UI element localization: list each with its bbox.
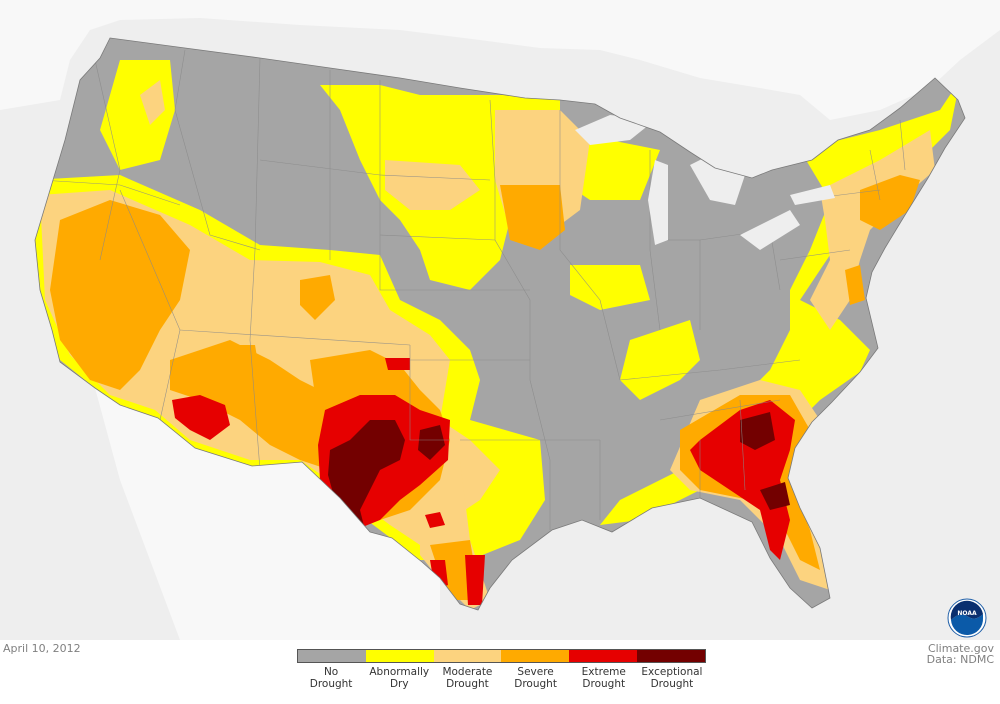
legend-label-line2: Drought: [309, 678, 353, 690]
legend-label-5: Exceptional Drought: [638, 666, 706, 690]
legend-label-line2: Dry: [389, 678, 409, 690]
legend-label-line1: Exceptional: [641, 666, 703, 678]
legend-label-line1: Extreme: [581, 666, 626, 678]
legend-label-3: Severe Drought: [502, 666, 570, 690]
legend-swatch-3: [501, 650, 570, 662]
legend-swatch-0: [298, 650, 366, 662]
legend-swatch-5: [637, 650, 705, 662]
legend-label-line2: Drought: [446, 678, 489, 690]
legend-label-line2: Drought: [582, 678, 626, 690]
legend: No Drought Abnormally Dry Moderate Drought Sev…: [297, 649, 706, 690]
noaa-logo: NOAA: [947, 598, 987, 638]
legend-label-line1: Moderate: [442, 666, 493, 678]
legend-label-line1: No: [323, 666, 339, 678]
mexico-land: [95, 388, 440, 640]
legend-label-line2: Drought: [514, 678, 557, 690]
legend-label-4: Extreme Drought: [570, 666, 638, 690]
drought-map-svg: [0, 0, 1000, 640]
legend-swatch-1: [365, 650, 434, 662]
legend-label-line1: Severe: [517, 666, 554, 678]
legend-bar: [297, 649, 706, 663]
legend-label-line2: Drought: [650, 678, 694, 690]
canada-land: [0, 0, 1000, 120]
credit-site: Climate.gov: [927, 642, 994, 655]
legend-label-0: No Drought: [297, 666, 365, 690]
legend-swatch-2: [433, 650, 502, 662]
noaa-logo-text: NOAA: [957, 610, 977, 617]
drought-map: [0, 0, 1000, 640]
great-lakes: [575, 115, 835, 250]
credit-data-source: Data: NDMC: [926, 653, 994, 666]
legend-label-2: Moderate Drought: [433, 666, 501, 690]
legend-label-line1: Abnormally: [369, 666, 430, 678]
legend-swatch-4: [569, 650, 638, 662]
legend-labels: No Drought Abnormally Dry Moderate Drought Sev…: [297, 666, 706, 690]
map-date: April 10, 2012: [3, 642, 81, 655]
exceptional-drought-areas: [328, 412, 790, 530]
legend-label-1: Abnormally Dry: [365, 666, 433, 690]
